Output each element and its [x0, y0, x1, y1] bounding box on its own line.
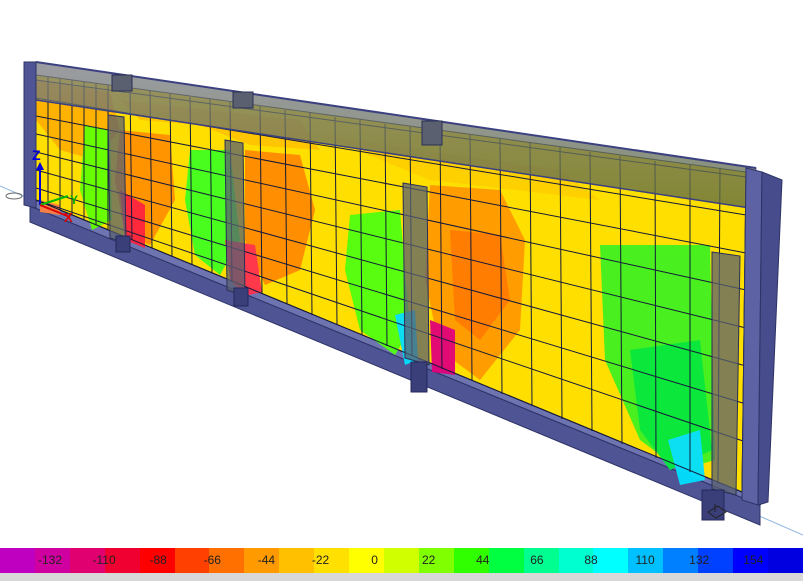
- legend-segment: [104, 548, 140, 573]
- legend-segment: [69, 548, 105, 573]
- axis-label-z: Z: [32, 147, 41, 163]
- legend-segment: [244, 548, 280, 573]
- wall-contour-model: Z Y X: [0, 61, 803, 536]
- legend-tick-label: -88: [149, 553, 167, 567]
- beam-joints: [111, 74, 443, 146]
- legend-tick-label: -44: [257, 553, 276, 567]
- legend-tick-label: 44: [476, 553, 490, 567]
- legend-segment: [314, 548, 350, 573]
- left-end-column: [23, 61, 37, 209]
- legend-segment: [698, 548, 734, 573]
- legend-segment: [488, 548, 524, 573]
- legend-segment: [453, 548, 489, 573]
- right-end-column: [741, 167, 783, 506]
- contour-legend-labels: -132 -110 -88 -66 -44 -22 0 22 44 66 88 110 132 154: [0, 548, 803, 573]
- pier-bases: [115, 235, 725, 521]
- legend-tick-label: 132: [689, 553, 710, 567]
- legend-segment: [663, 548, 699, 573]
- legend-segment: [349, 548, 384, 573]
- legend-segment: [174, 548, 210, 573]
- legend-tick-label: 66: [530, 553, 544, 567]
- support-icon: [707, 504, 727, 519]
- legend-tick-label: -132: [37, 553, 63, 567]
- legend-segment: [383, 548, 419, 573]
- legend-segment: [418, 548, 454, 573]
- axis-label-y: Y: [70, 193, 78, 207]
- axis-triad-icon: Z Y X: [5, 147, 78, 225]
- legend-segment: [0, 548, 35, 573]
- legend-tick-label: 154: [743, 553, 764, 567]
- legend-segment: [523, 548, 559, 573]
- axis-label-x: X: [64, 210, 73, 225]
- legend-segment: [34, 548, 70, 573]
- contour-legend-bar: [0, 548, 803, 573]
- legend-tick-label: 88: [584, 553, 598, 567]
- legend-segment: [139, 548, 175, 573]
- legend-segment: [733, 548, 768, 573]
- legend-segment: [279, 548, 315, 573]
- piers: [107, 114, 741, 496]
- model-viewport[interactable]: Z Y X: [0, 0, 803, 548]
- legend-tick-label: -22: [311, 553, 330, 567]
- legend-tick-label: -110: [92, 553, 116, 567]
- legend-tick-label: -66: [203, 553, 221, 567]
- legend-tick-label: 110: [635, 553, 655, 567]
- legend-segment: [558, 548, 594, 573]
- legend-segment: [767, 548, 803, 573]
- status-strip: [0, 573, 803, 581]
- legend-tick-label: 0: [371, 553, 378, 567]
- legend-segment: [628, 548, 664, 573]
- legend-segment: [593, 548, 629, 573]
- legend-segment: [209, 548, 245, 573]
- legend-tick-label: 22: [422, 553, 436, 567]
